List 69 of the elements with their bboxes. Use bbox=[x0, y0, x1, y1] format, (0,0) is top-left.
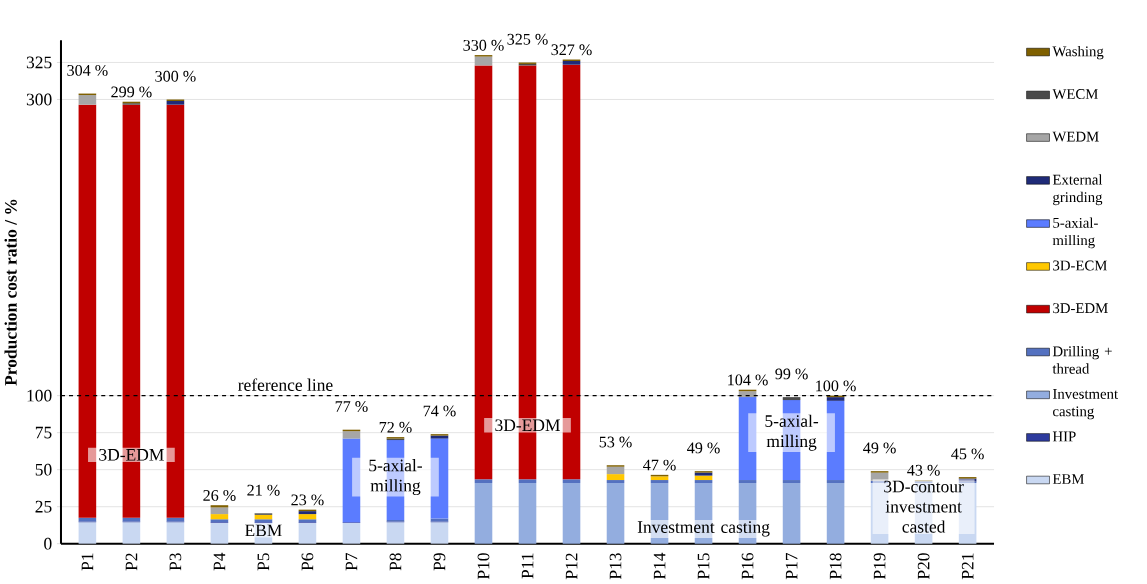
x-tick-label: P18 bbox=[829, 553, 842, 580]
x-tick-label: P17 bbox=[785, 552, 798, 580]
total-label: 47 % bbox=[643, 459, 676, 471]
x-tick-label: P3 bbox=[169, 553, 182, 571]
x-tick-label: P14 bbox=[653, 552, 666, 580]
legend-label: HIP bbox=[1052, 431, 1076, 442]
x-tick-label: P1 bbox=[81, 553, 94, 571]
annotation: 3D-EDM bbox=[495, 419, 560, 432]
legend-label: WECM bbox=[1052, 89, 1098, 100]
y-tick-label: 300 bbox=[26, 93, 52, 106]
ref-line-label: reference line bbox=[238, 378, 333, 391]
y-axis-title: Production cost ratio / % bbox=[4, 199, 17, 386]
y-tick-label: 25 bbox=[35, 500, 52, 513]
y-tick-label: 75 bbox=[35, 426, 52, 439]
total-label: 304 % bbox=[67, 64, 108, 76]
x-tick-label: P21 bbox=[961, 553, 974, 580]
x-tick-label: P12 bbox=[565, 553, 578, 580]
x-tick-label: P7 bbox=[345, 552, 358, 571]
legend-label: WEDM bbox=[1052, 131, 1099, 142]
x-tick-label: P9 bbox=[433, 553, 446, 571]
x-tick-label: P10 bbox=[477, 553, 490, 580]
total-label: 325 % bbox=[507, 33, 548, 45]
x-tick-label: P13 bbox=[609, 553, 622, 580]
total-label: 327 % bbox=[551, 44, 592, 56]
total-label: 74 % bbox=[423, 405, 456, 417]
y-tick-label: 50 bbox=[35, 463, 52, 476]
total-label: 49 % bbox=[863, 442, 896, 454]
total-label: 77 % bbox=[335, 401, 368, 412]
y-tick-label: 325 bbox=[26, 56, 52, 69]
total-label: 104 % bbox=[728, 374, 768, 386]
annotation: 5-axial-milling bbox=[765, 414, 819, 451]
x-tick-label: P15 bbox=[697, 553, 710, 580]
x-tick-label: P16 bbox=[741, 552, 754, 580]
y-tick-label: 100 bbox=[27, 389, 52, 402]
annotation: 3D-contour investment casted bbox=[884, 480, 964, 533]
total-label: 100 % bbox=[816, 380, 856, 392]
legend-label: Investment casting bbox=[1052, 388, 1118, 420]
legend-label: 3D-EDM bbox=[1053, 303, 1108, 314]
x-tick-label: P20 bbox=[917, 553, 930, 580]
x-tick-label: P5 bbox=[257, 553, 270, 571]
total-label: 26 % bbox=[203, 489, 236, 501]
x-tick-label: P6 bbox=[301, 552, 314, 571]
total-label: 53 % bbox=[599, 436, 632, 448]
legend-label: 5-axial-milling bbox=[1052, 217, 1098, 249]
legend-label: EBM bbox=[1052, 474, 1085, 484]
legend-label: Drilling + thread bbox=[1052, 345, 1112, 374]
legend-label: External grinding bbox=[1052, 174, 1103, 206]
x-tick-label: P2 bbox=[125, 553, 138, 571]
annotation: Investment casting bbox=[637, 521, 770, 537]
annotation: 5-axial-milling bbox=[369, 459, 422, 496]
total-label: 300 % bbox=[155, 70, 196, 82]
legend-label: 3D-ECM bbox=[1053, 260, 1107, 271]
legend-label: Washing bbox=[1052, 45, 1104, 60]
total-label: 299 % bbox=[111, 86, 152, 98]
x-tick-label: P8 bbox=[389, 553, 402, 571]
x-tick-label: P4 bbox=[213, 552, 226, 571]
total-label: 99 % bbox=[775, 368, 808, 380]
total-label: 45 % bbox=[951, 448, 984, 460]
total-label: 43 % bbox=[907, 464, 940, 476]
annotation: 3D-EDM bbox=[99, 448, 164, 461]
total-label: 330 % bbox=[463, 39, 504, 51]
total-label: 23 % bbox=[291, 494, 324, 506]
x-tick-label: P19 bbox=[873, 553, 886, 580]
x-tick-label: P11 bbox=[521, 553, 534, 579]
y-tick-label: 0 bbox=[44, 537, 52, 550]
annotation: EBM bbox=[245, 524, 282, 537]
total-label: 49 % bbox=[687, 442, 720, 454]
total-label: 21 % bbox=[247, 484, 280, 496]
total-label: 72 % bbox=[379, 421, 412, 433]
